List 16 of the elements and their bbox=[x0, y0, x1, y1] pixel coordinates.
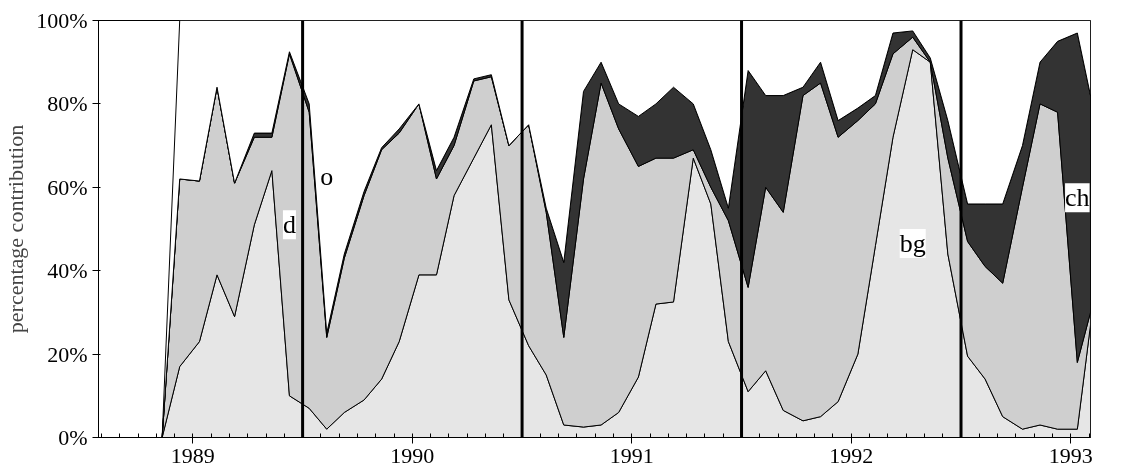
y-tick-label: 60% bbox=[47, 174, 88, 200]
x-tick-label: 1992 bbox=[829, 442, 874, 468]
series-label: ch bbox=[1065, 183, 1090, 213]
y-tick-label: 0% bbox=[58, 425, 88, 450]
y-tick-label: 100% bbox=[36, 8, 88, 33]
y-tick-label: 20% bbox=[47, 341, 88, 367]
x-tick-label: 1989 bbox=[170, 442, 215, 468]
y-axis-title: percentage contribution bbox=[3, 124, 29, 334]
series-label: bg bbox=[899, 229, 926, 259]
y-tick-label: 80% bbox=[47, 91, 88, 117]
x-tick-label: 1990 bbox=[390, 442, 435, 468]
series-label: o bbox=[320, 162, 334, 192]
x-tick-label: 1993 bbox=[1048, 442, 1093, 468]
y-tick-label: 40% bbox=[47, 258, 88, 284]
series-label: d bbox=[282, 210, 296, 240]
x-tick-label: 1991 bbox=[609, 442, 654, 468]
